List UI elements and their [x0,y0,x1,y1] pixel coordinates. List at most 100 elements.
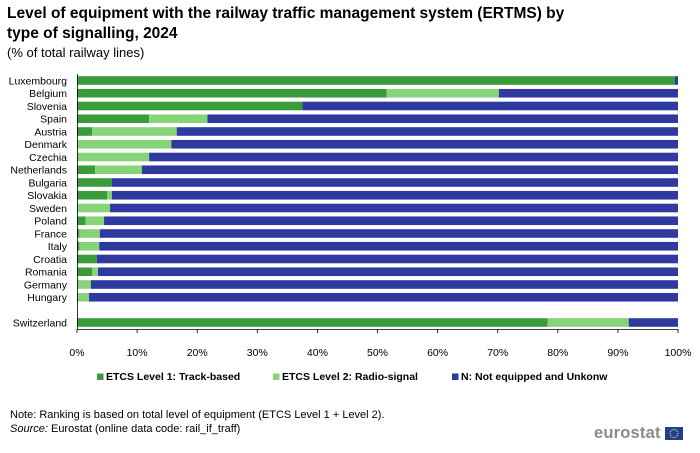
bar-segment [77,178,112,187]
eu-flag-icon [664,426,683,440]
source-label: Source: [10,423,48,435]
legend-swatch [273,373,280,380]
x-tick-label: 100% [665,347,692,359]
legend-item: ETCS Level 2: Radio-signal [273,371,418,383]
flag-star [675,428,677,431]
category-label: Slovenia [27,101,67,113]
bar-segment [77,241,80,251]
bar-segment [111,178,678,187]
bar-segment [92,127,177,136]
bar-segment [77,190,108,200]
bar-segment [77,165,96,175]
x-tick-label: 50% [367,347,388,359]
bar-segment [98,267,678,277]
category-label: Denmark [24,139,67,151]
bar-segment [386,88,499,98]
category-label: France [34,228,67,240]
bar-segment [95,165,142,175]
bar-segment [77,216,86,226]
bar-segment [498,88,678,98]
bar-segment [207,114,679,124]
x-tick-label: 60% [427,347,448,359]
bar-segment [674,76,678,85]
chart-subtitle: (% of total railway lines) [7,45,145,60]
bar-segment [547,318,629,327]
bar-segment [96,254,678,264]
x-tick-label: 30% [247,347,268,359]
bar-segment [77,76,675,85]
bar-segment [92,267,99,277]
bar-segment [85,216,105,226]
bar-segment [79,241,100,251]
flag-star [671,428,673,431]
bar-segment [110,203,679,213]
flag-star [671,435,673,438]
eurostat-logo: eurostat [594,424,683,442]
legend: ETCS Level 1: Track-based ETCS Level 2: R… [97,371,608,383]
category-label: Belgium [29,88,67,100]
legend-label: ETCS Level 2: Radio-signal [282,371,418,383]
legend-item: N: Not equipped and Unkonw [452,371,608,383]
bar-segment [149,114,208,124]
bar-segment [77,267,93,277]
logo-text: eurostat [594,423,661,442]
category-label: Czechia [29,152,67,164]
category-label: Romania [25,267,67,279]
bar-segment [77,229,80,238]
category-label: Bulgaria [28,177,67,189]
source-line: Source: Eurostat (online data code: rail… [10,423,240,436]
bar-segment [77,114,150,124]
bar-segment [90,280,678,289]
category-labels: LuxembourgBelgiumSloveniaSpainAustriaDen… [9,75,68,329]
flag-star [676,434,678,436]
x-tick-label: 80% [547,347,568,359]
category-label: Austria [34,126,67,138]
category-label: Luxembourg [9,75,68,87]
bar-segment [77,88,387,98]
bar-segment [176,127,679,136]
source-text: Eurostat (online data code: rail_if_traf… [47,423,241,435]
flag-star [669,430,671,432]
bar-segment [104,216,679,226]
bar-segment [77,152,150,162]
category-label: Italy [48,241,68,253]
bar-segment [77,318,548,327]
bar-segment [89,292,678,302]
bar-segment [77,139,172,149]
chart: LuxembourgBelgiumSloveniaSpainAustriaDen… [9,74,691,383]
x-tick-label: 70% [487,347,508,359]
chart-title: Level of equipment with the railway traf… [7,5,565,42]
footnote: Note: Ranking is based on total level of… [10,409,385,421]
category-label: Slovakia [27,190,67,202]
category-label: Hungary [27,292,67,304]
x-tick-label: 20% [187,347,208,359]
bar-segment [628,318,678,327]
flag-star [677,432,679,434]
bar-segment [302,101,678,111]
x-tick-label: 40% [307,347,328,359]
bar-segment [99,229,678,238]
bar-segment [77,203,111,213]
flag-star [676,430,678,432]
bar-segment [107,190,112,200]
x-tick-label: 90% [607,347,628,359]
flag-star [673,436,675,438]
legend-swatch [97,373,104,380]
bar-segment [77,280,91,289]
bar-segment [149,152,678,162]
flag-star [669,432,671,434]
bar-segment [171,139,678,149]
legend-label: N: Not equipped and Unkonw [461,371,608,383]
x-axis: 0% 10% 20% 30% 40% 50% 60% 70% 80% 90% 100% [69,74,691,359]
category-label: Netherlands [10,165,67,177]
bar-segment [77,292,90,302]
category-label: Spain [40,114,67,126]
flag-star [669,434,671,436]
x-tick-label: 0% [69,347,84,359]
category-label: Switzerland [13,317,67,329]
bar-segment [141,165,678,175]
category-label: Germany [24,279,68,291]
plot-area [77,76,679,327]
category-label: Sweden [29,203,67,215]
bar-segment [77,127,93,136]
